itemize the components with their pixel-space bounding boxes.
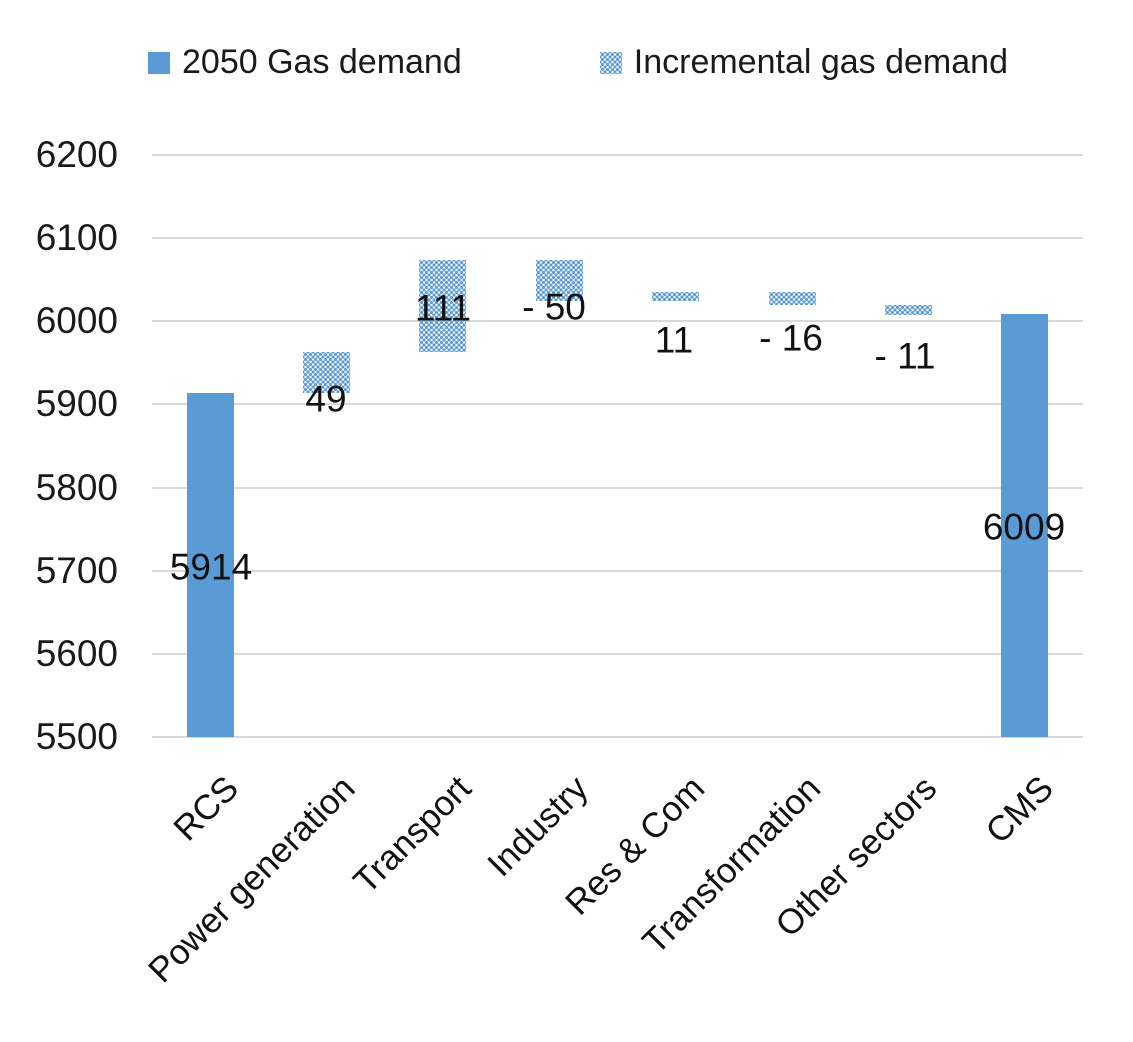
x-label-industry: Industry (479, 768, 596, 885)
y-tick-5500: 5500 (35, 716, 118, 757)
y-tick-5900: 5900 (35, 383, 118, 425)
solid-square-icon (148, 51, 170, 74)
gridline (152, 237, 1083, 240)
chart-legend: 2050 Gas demand Incremental gas demand (148, 43, 1008, 81)
legend-label: Incremental gas demand (633, 43, 1008, 81)
y-tick-5600: 5600 (35, 632, 118, 674)
legend-item-2050-gas-demand: 2050 Gas demand (148, 43, 462, 81)
x-label-transport: Transport (346, 768, 480, 902)
bar-cms (1001, 313, 1049, 737)
value-label-power-generation: 49 (305, 378, 347, 420)
gridline (152, 569, 1083, 572)
bar-industry (535, 259, 583, 302)
value-label-other-sectors: - 11 (874, 335, 936, 377)
value-label-cms: 6009 (982, 506, 1066, 548)
gridline (152, 403, 1083, 406)
y-tick-6200: 6200 (35, 134, 118, 175)
bar-res-com (652, 292, 700, 302)
bar-power-generation (303, 352, 351, 393)
bar-other-sectors (884, 305, 932, 315)
bar-transport (419, 259, 467, 353)
value-label-res-com: 11 (654, 319, 694, 361)
y-tick-5800: 5800 (35, 466, 118, 508)
legend-item-incremental-gas-demand: Incremental gas demand (599, 43, 1008, 81)
y-tick-6100: 6100 (35, 217, 118, 259)
legend-label: 2050 Gas demand (182, 43, 462, 81)
gridline (152, 736, 1083, 738)
gridline (152, 154, 1083, 156)
x-label-power-generation: Power generation (141, 768, 363, 991)
y-tick-6000: 6000 (35, 300, 118, 342)
value-label-industry: - 50 (522, 286, 586, 328)
gridline (152, 486, 1083, 489)
value-label-rcs: 5914 (169, 546, 253, 588)
gridline (152, 320, 1083, 323)
value-label-transformation: - 16 (759, 317, 823, 359)
bar-rcs (186, 392, 234, 737)
value-label-transport: 111 (414, 287, 472, 329)
dotted-square-icon (599, 51, 622, 74)
gridline (152, 652, 1083, 655)
x-label-rcs: RCS (166, 768, 247, 849)
y-tick-5700: 5700 (35, 549, 118, 591)
x-label-cms: CMS (978, 768, 1061, 852)
bar-transformation (768, 292, 816, 306)
